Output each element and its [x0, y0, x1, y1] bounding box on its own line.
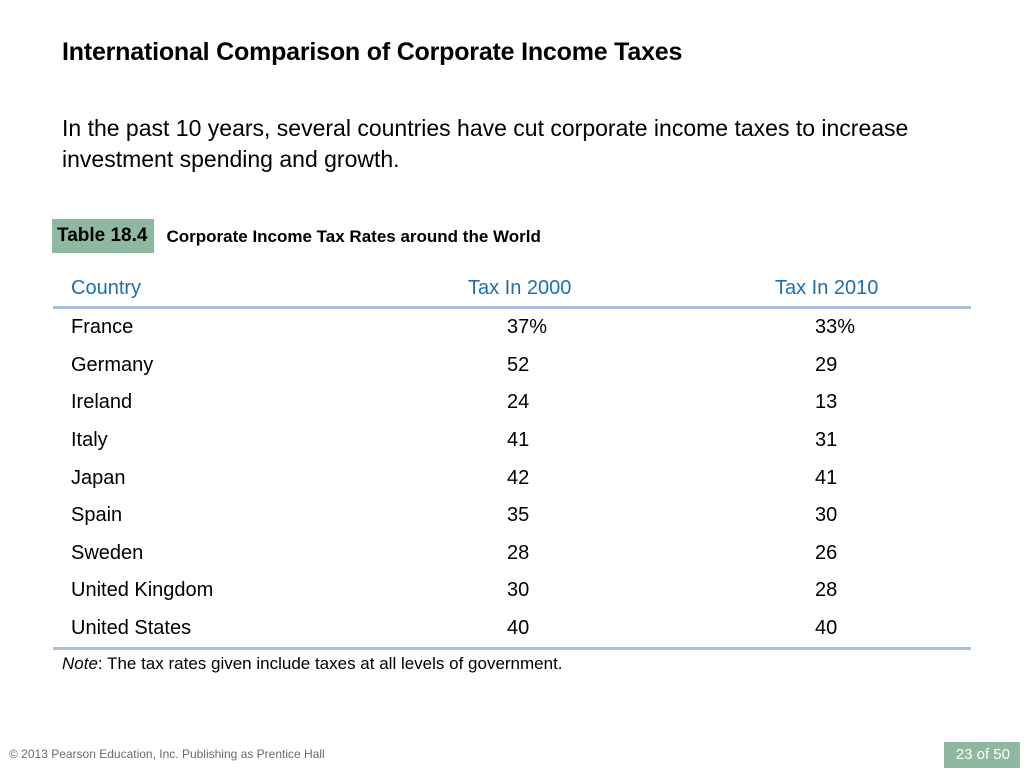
table-row: Japan 42 41 [53, 459, 971, 497]
table-row: France 37% 33% [53, 308, 971, 347]
cell-country: Sweden [71, 541, 144, 564]
column-header-tax-2010: Tax In 2010 [758, 270, 971, 309]
cell-country: United States [53, 609, 451, 651]
cell-tax-2000: 40 [451, 609, 758, 651]
table-label-badge: Table 18.4 [52, 219, 155, 253]
cell-tax-2000: 52 [507, 353, 530, 376]
cell-country: France [71, 316, 134, 339]
cell-tax-2000: 37% [507, 316, 548, 339]
note-label: Note [62, 654, 98, 673]
cell-tax-2010: 30 [815, 504, 838, 527]
cell-country: United Kingdom [71, 579, 214, 602]
note-text: : The tax rates given include taxes at a… [97, 654, 563, 673]
copyright-footer: © 2013 Pearson Education, Inc. Publishin… [9, 747, 325, 761]
cell-tax-2000: 42 [507, 466, 530, 489]
cell-tax-2010: 31 [815, 429, 838, 452]
table-row: Germany 52 29 [53, 347, 971, 385]
cell-country: Japan [71, 466, 126, 489]
cell-country: Italy [71, 429, 108, 452]
table-row: Sweden 28 26 [53, 535, 971, 573]
column-header-tax-2000: Tax In 2000 [451, 270, 758, 309]
column-header-country: Country [53, 270, 451, 309]
page-number-badge: 23 of 50 [943, 742, 1020, 768]
cell-tax-2010: 41 [815, 466, 838, 489]
table-note: Note: The tax rates given include taxes … [62, 654, 563, 674]
table-row: Spain 35 30 [53, 497, 971, 535]
cell-tax-2010: 33% [815, 316, 856, 339]
cell-tax-2010: 28 [815, 579, 838, 602]
table-header-row: Country Tax In 2000 Tax In 2010 [53, 270, 971, 309]
table-caption-text: Corporate Income Tax Rates around the Wo… [166, 227, 541, 246]
cell-tax-2000: 24 [507, 391, 530, 414]
cell-tax-2010: 13 [815, 391, 838, 414]
cell-tax-2010: 26 [815, 541, 838, 564]
slide-title: International Comparison of Corporate In… [62, 38, 683, 66]
intro-text: In the past 10 years, several countries … [62, 115, 909, 172]
table-row: United States 40 40 [53, 609, 971, 651]
table-row: Ireland 24 13 [53, 384, 971, 422]
cell-tax-2000: 35 [507, 504, 530, 527]
tax-rates-table: Country Tax In 2000 Tax In 2010 France 3… [53, 270, 971, 651]
cell-country: Germany [71, 353, 154, 376]
table-row: United Kingdom 30 28 [53, 572, 971, 610]
cell-country: Spain [71, 504, 123, 527]
cell-tax-2000: 41 [507, 429, 530, 452]
table-row: Italy 41 31 [53, 422, 971, 460]
cell-tax-2000: 30 [507, 579, 530, 602]
table-caption: Table 18.4 Corporate Income Tax Rates ar… [52, 219, 541, 253]
cell-tax-2010: 40 [758, 609, 971, 651]
cell-tax-2010: 29 [815, 353, 838, 376]
cell-country: Ireland [71, 391, 133, 414]
cell-tax-2000: 28 [507, 541, 530, 564]
